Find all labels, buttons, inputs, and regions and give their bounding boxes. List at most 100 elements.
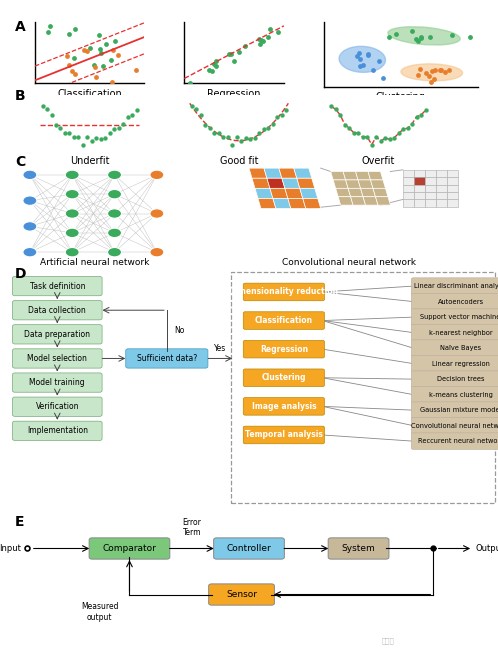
Point	[377, 136, 385, 146]
Point	[228, 140, 236, 150]
Point	[356, 61, 364, 71]
FancyBboxPatch shape	[411, 293, 498, 310]
Polygon shape	[351, 197, 366, 205]
Circle shape	[150, 248, 164, 257]
Point	[215, 128, 223, 138]
Point	[70, 53, 78, 63]
FancyBboxPatch shape	[244, 369, 325, 387]
Text: Implementation: Implementation	[27, 426, 88, 436]
FancyBboxPatch shape	[411, 417, 498, 434]
Text: Image analysis: Image analysis	[251, 402, 316, 411]
Text: Model training: Model training	[29, 378, 85, 387]
FancyBboxPatch shape	[244, 426, 325, 444]
Polygon shape	[414, 177, 425, 185]
FancyBboxPatch shape	[126, 349, 208, 368]
Polygon shape	[282, 178, 300, 188]
Polygon shape	[249, 168, 267, 178]
Polygon shape	[375, 197, 390, 205]
Circle shape	[108, 228, 122, 237]
Point	[97, 134, 105, 144]
X-axis label: Underfit: Underfit	[70, 156, 110, 166]
Point	[65, 60, 73, 70]
Point	[120, 119, 127, 129]
Circle shape	[65, 209, 79, 218]
Point	[354, 128, 362, 138]
Point	[332, 104, 340, 115]
Circle shape	[65, 190, 79, 199]
FancyBboxPatch shape	[411, 387, 498, 403]
Circle shape	[150, 209, 164, 218]
Point	[359, 132, 367, 142]
Polygon shape	[356, 171, 371, 180]
Circle shape	[23, 196, 37, 205]
Circle shape	[108, 209, 122, 218]
X-axis label: Good fit: Good fit	[220, 156, 258, 166]
Text: Controller: Controller	[227, 544, 271, 553]
Point	[44, 27, 52, 37]
Point	[445, 65, 453, 75]
Polygon shape	[447, 170, 458, 177]
Point	[408, 26, 416, 37]
Polygon shape	[331, 171, 346, 180]
Point	[111, 124, 119, 134]
Point	[68, 66, 76, 76]
Point	[235, 46, 243, 57]
Point	[399, 124, 407, 134]
Text: Error
Term: Error Term	[182, 518, 201, 537]
FancyBboxPatch shape	[12, 325, 102, 344]
Polygon shape	[436, 200, 447, 207]
Point	[96, 44, 104, 54]
Text: Decision trees: Decision trees	[437, 376, 485, 382]
Polygon shape	[403, 200, 414, 207]
Point	[56, 123, 64, 134]
Point	[260, 124, 268, 134]
Text: Convolutional neural network: Convolutional neural network	[281, 258, 416, 267]
Point	[390, 132, 398, 143]
Point	[259, 35, 267, 46]
Point	[417, 110, 425, 120]
Point	[93, 133, 101, 143]
Text: Naïve Bayes: Naïve Bayes	[440, 345, 481, 351]
Polygon shape	[425, 177, 436, 185]
Text: Clustering: Clustering	[261, 373, 306, 382]
Point	[466, 31, 474, 42]
Text: Support vector machine: Support vector machine	[420, 314, 498, 320]
Text: Convolutional neural network: Convolutional neural network	[411, 422, 498, 428]
Point	[425, 71, 433, 82]
Point	[186, 78, 194, 88]
Point	[74, 132, 82, 142]
Point	[114, 50, 122, 60]
Point	[231, 56, 239, 67]
Text: System: System	[342, 544, 375, 553]
FancyBboxPatch shape	[411, 371, 498, 387]
Point	[381, 133, 389, 143]
Point	[71, 24, 79, 35]
Point	[225, 49, 233, 59]
Circle shape	[65, 248, 79, 257]
Polygon shape	[403, 177, 414, 185]
Polygon shape	[338, 197, 353, 205]
Polygon shape	[363, 197, 378, 205]
Point	[442, 67, 450, 78]
FancyBboxPatch shape	[244, 283, 325, 301]
Point	[404, 123, 412, 134]
Text: Task definition: Task definition	[29, 282, 85, 291]
Text: Comparator: Comparator	[103, 544, 156, 553]
X-axis label: Classification: Classification	[57, 89, 122, 99]
Polygon shape	[348, 188, 363, 197]
Text: A: A	[15, 20, 26, 33]
Polygon shape	[258, 198, 276, 209]
Point	[368, 140, 375, 150]
Point	[79, 140, 87, 150]
Polygon shape	[425, 200, 436, 207]
Text: Autoencoders: Autoencoders	[438, 299, 484, 304]
FancyBboxPatch shape	[89, 538, 170, 559]
Point	[408, 119, 416, 129]
Point	[106, 128, 114, 138]
Polygon shape	[252, 178, 270, 188]
Point	[43, 104, 51, 115]
FancyBboxPatch shape	[411, 340, 498, 357]
Point	[132, 65, 140, 75]
Point	[448, 29, 456, 40]
Point	[353, 50, 361, 61]
